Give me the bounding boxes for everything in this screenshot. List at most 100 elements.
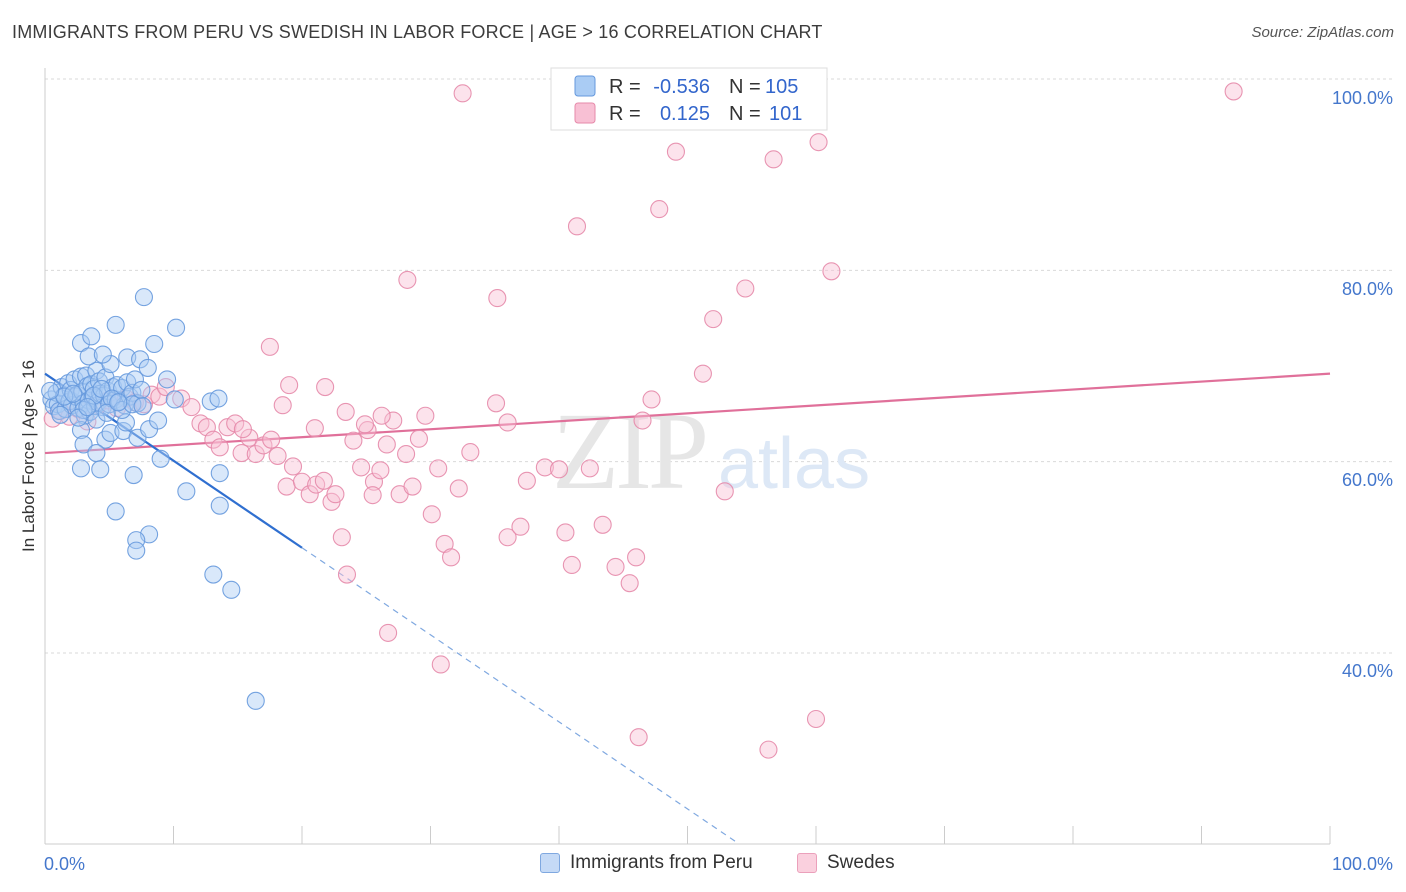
watermark-atlas: atlas: [718, 424, 870, 504]
swedes-point-37: [337, 565, 357, 584]
swedes-point-89: [379, 623, 398, 642]
swedes-point-33: [314, 471, 333, 490]
legend-n-label-swedes: N =: [729, 103, 761, 125]
peru-point-71: [151, 449, 170, 468]
peru-point-103: [109, 393, 128, 412]
legend-swatch-swedes: [574, 102, 596, 124]
swedes-point-67: [627, 548, 646, 567]
swedes-point-80: [1224, 82, 1243, 101]
swedes-point-91: [498, 528, 517, 547]
swedes-point-61: [556, 523, 575, 542]
swedes-point-86: [260, 337, 279, 356]
trend-line-swedes: [44, 372, 1331, 455]
swedes-point-42: [371, 461, 390, 480]
swedes-point-27: [268, 446, 287, 465]
swedes-point-78: [822, 262, 841, 281]
swedes-point-84: [633, 411, 652, 430]
swedes-point-36: [332, 528, 351, 547]
swedes-points: [43, 82, 1243, 759]
x-tick-label-max: 100.0%: [1332, 854, 1393, 874]
series-legend-item-peru: Immigrants from Peru: [540, 852, 753, 874]
peru-point-89: [210, 464, 229, 483]
swedes-point-87: [363, 486, 382, 505]
peru-point-86: [204, 565, 223, 584]
peru-point-70: [149, 411, 168, 430]
peru-point-76: [124, 466, 143, 485]
swedes-point-85: [305, 419, 324, 438]
series-label-peru: Immigrants from Peru: [570, 852, 753, 873]
peru-point-81: [210, 496, 229, 515]
swedes-point-75: [736, 279, 755, 298]
peru-point-75: [91, 460, 110, 479]
peru-point-101: [78, 398, 97, 417]
swedes-point-35: [326, 485, 345, 504]
chart-title: IMMIGRANTS FROM PERU VS SWEDISH IN LABOR…: [12, 22, 823, 42]
swedes-point-69: [398, 270, 417, 289]
y-tick-label-40: 40.0%: [1342, 661, 1393, 681]
peru-point-53: [93, 345, 112, 364]
swedes-point-43: [377, 435, 396, 454]
series-swatch-swedes: [797, 853, 817, 873]
swedes-point-98: [273, 396, 292, 415]
peru-point-51: [79, 347, 98, 366]
swedes-point-82: [693, 364, 712, 383]
swedes-point-28: [277, 477, 296, 496]
swedes-point-22: [232, 444, 251, 463]
swedes-point-54: [449, 479, 468, 498]
swedes-point-39: [352, 458, 371, 477]
swedes-point-50: [422, 505, 441, 524]
swedes-point-83: [642, 390, 661, 409]
trend-line-peru-extension: [301, 547, 740, 845]
swedes-point-71: [567, 217, 587, 236]
watermark-zip: ZIP: [552, 390, 705, 512]
peru-point-79: [209, 389, 228, 408]
swedes-point-41: [364, 472, 384, 491]
peru-point-77: [165, 390, 184, 409]
legend-box: [550, 67, 828, 131]
swedes-point-79: [453, 84, 472, 103]
legend-r-label-peru: R =: [609, 76, 641, 98]
swedes-point-90: [431, 655, 450, 674]
peru-point-73: [87, 444, 106, 463]
swedes-point-81: [759, 740, 778, 759]
legend-n-label-peru: N =: [729, 76, 761, 98]
series-legend: Immigrants from Peru Swedes: [0, 852, 1406, 878]
peru-point-59: [158, 370, 177, 389]
swedes-point-15: [182, 398, 201, 417]
peru-point-48: [128, 394, 147, 413]
y-tick-label-60: 60.0%: [1342, 470, 1393, 490]
y-tick-label-100: 100.0%: [1332, 88, 1393, 108]
series-swatch-peru: [540, 853, 560, 873]
swedes-point-72: [650, 200, 669, 219]
peru-points: [41, 288, 265, 710]
peru-point-63: [87, 410, 106, 429]
swedes-point-29: [283, 457, 303, 476]
legend-r-value-swedes: 0.125: [660, 103, 710, 125]
peru-point-99: [51, 405, 70, 424]
peru-point-52: [82, 327, 101, 346]
swedes-point-77: [809, 133, 828, 152]
chart-source: Source: ZipAtlas.com: [1251, 24, 1394, 41]
peru-point-82: [106, 502, 125, 521]
y-axis-label: In Labor Force | Age > 16: [19, 360, 38, 552]
peru-point-60: [134, 288, 153, 307]
swedes-point-63: [580, 459, 599, 478]
peru-point-37: [101, 355, 120, 374]
swedes-point-13: [156, 377, 175, 397]
swedes-point-62: [562, 555, 581, 575]
swedes-point-47: [403, 477, 422, 496]
legend-r-value-peru: -0.536: [653, 76, 710, 98]
swedes-point-65: [606, 557, 625, 576]
peru-point-104: [41, 381, 60, 400]
swedes-point-56: [486, 394, 506, 413]
swedes-point-93: [715, 482, 734, 501]
swedes-point-66: [620, 574, 639, 593]
swedes-point-55: [461, 443, 480, 462]
swedes-point-100: [806, 709, 826, 729]
swedes-point-49: [416, 406, 435, 425]
peru-point-80: [177, 482, 196, 501]
swedes-point-74: [704, 310, 723, 329]
series-label-swedes: Swedes: [827, 852, 895, 873]
peru-point-85: [127, 541, 146, 560]
